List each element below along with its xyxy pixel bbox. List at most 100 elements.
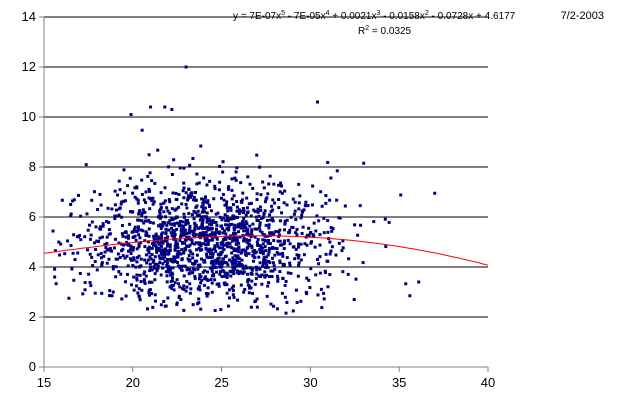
data-point (229, 222, 233, 226)
data-points (51, 65, 437, 315)
data-point (271, 208, 275, 212)
data-point (182, 186, 186, 190)
data-point (134, 238, 138, 242)
data-point (286, 271, 290, 275)
data-point (99, 251, 103, 255)
data-point (234, 232, 238, 236)
data-point (227, 296, 231, 300)
data-point (258, 244, 262, 248)
data-point (193, 268, 197, 272)
data-point (264, 239, 268, 243)
data-point (166, 221, 170, 225)
data-point (175, 278, 179, 282)
data-point (128, 222, 132, 226)
data-point (219, 260, 223, 264)
data-point (316, 100, 320, 104)
data-point (153, 181, 157, 185)
data-point (251, 222, 255, 226)
data-point (286, 238, 290, 242)
data-point (185, 266, 189, 270)
data-point (173, 281, 177, 285)
data-point (153, 262, 157, 266)
data-point (334, 253, 338, 257)
data-point (183, 238, 187, 242)
data-point (150, 198, 154, 202)
data-point (195, 172, 199, 176)
data-point (130, 210, 134, 214)
data-point (263, 265, 267, 269)
data-point (299, 299, 303, 303)
data-point (178, 285, 182, 289)
data-point (249, 233, 253, 237)
data-point (199, 275, 203, 279)
data-point (206, 226, 210, 230)
data-point (201, 218, 205, 222)
data-point (90, 220, 94, 224)
data-point (208, 266, 212, 270)
data-point (244, 226, 248, 230)
data-point (160, 224, 164, 228)
data-point (58, 253, 62, 257)
data-point (176, 255, 180, 259)
data-point (171, 218, 175, 222)
data-point (257, 255, 261, 259)
data-point (231, 232, 235, 236)
data-point (262, 256, 266, 260)
data-point (216, 211, 220, 215)
data-point (225, 214, 229, 218)
data-point (250, 230, 254, 234)
data-point (53, 249, 57, 253)
data-point (126, 236, 130, 240)
data-point (318, 233, 322, 237)
data-point (278, 228, 282, 232)
data-point (217, 232, 221, 236)
data-point (316, 257, 320, 261)
data-point (188, 163, 192, 167)
data-point (105, 219, 109, 223)
data-point (225, 291, 229, 295)
data-point (329, 249, 333, 253)
data-point (185, 268, 189, 272)
data-point (328, 273, 332, 277)
data-point (161, 257, 165, 261)
data-point (196, 226, 200, 230)
data-point (147, 290, 151, 294)
data-point (158, 212, 162, 216)
data-point (148, 171, 152, 175)
data-point (315, 214, 319, 218)
data-point (159, 252, 163, 256)
data-point (258, 261, 262, 265)
data-point (200, 226, 204, 230)
data-point (135, 185, 139, 189)
data-point (163, 252, 167, 256)
data-point (293, 209, 297, 213)
data-point (132, 275, 136, 279)
data-point (98, 227, 102, 231)
data-point (161, 231, 165, 235)
data-point (256, 237, 260, 241)
data-point (118, 255, 122, 259)
data-point (129, 251, 133, 255)
data-point (158, 261, 162, 265)
data-point (198, 226, 202, 230)
data-point (258, 248, 262, 252)
data-point (140, 219, 144, 223)
data-point (287, 231, 291, 235)
data-point (241, 221, 245, 225)
data-point (324, 252, 328, 256)
eq-exp: 3 (376, 10, 380, 17)
data-point (225, 200, 229, 204)
data-point (147, 153, 151, 157)
data-point (254, 265, 258, 269)
data-point (203, 269, 207, 273)
data-point (185, 244, 189, 248)
data-point (141, 208, 145, 212)
data-point (160, 235, 164, 239)
data-point (212, 259, 216, 263)
data-point (180, 257, 184, 261)
data-point (75, 235, 79, 239)
data-point (197, 213, 201, 217)
data-point (282, 241, 286, 245)
data-point (121, 254, 125, 258)
data-point (266, 253, 270, 257)
